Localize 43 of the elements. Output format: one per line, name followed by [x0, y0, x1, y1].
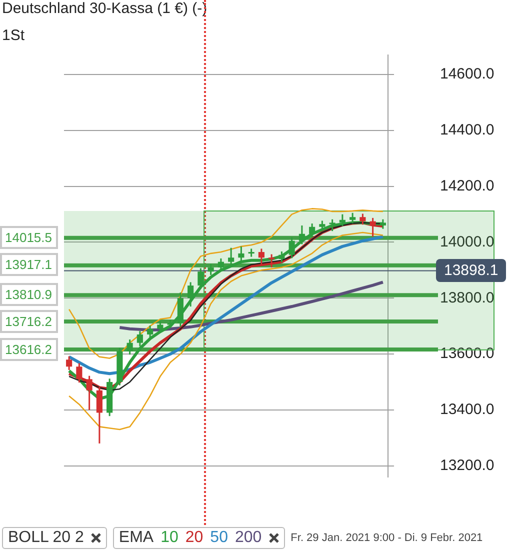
ref-line-label: 13716.2	[0, 310, 58, 333]
ref-line-label: 13616.2	[0, 338, 58, 360]
y-tick-label: 13200.0	[440, 456, 494, 474]
candlestick	[96, 386, 102, 444]
ref-line-label: 13898.1	[436, 258, 506, 282]
y-tick-label: 14400.0	[440, 122, 494, 139]
candlestick	[258, 248, 264, 266]
y-tick-label: 14600.0	[440, 66, 494, 83]
candlestick	[188, 281, 194, 308]
legend-title: EMA	[118, 529, 154, 547]
text: 200	[234, 529, 262, 547]
candlestick	[228, 247, 234, 266]
candlestick	[208, 263, 214, 276]
candlestick	[147, 324, 154, 339]
candlestick	[218, 258, 224, 272]
text: 20	[185, 529, 204, 547]
candlestick	[268, 254, 275, 268]
y-tick-label: 14200.0	[440, 177, 494, 194]
ref-line-label: 13810.9	[0, 283, 58, 306]
text: BOLL 20 2	[8, 529, 84, 547]
candlestick	[360, 212, 366, 226]
candlestick	[298, 224, 305, 245]
candlestick	[136, 330, 143, 347]
candlestick	[278, 250, 285, 264]
y-tick-label: 13800.0	[440, 289, 494, 306]
ref-line-label: 13917.1	[0, 253, 58, 276]
candlestick	[288, 236, 295, 259]
text: 50	[210, 529, 228, 547]
candlestick	[126, 338, 133, 356]
candlestick	[86, 375, 92, 411]
y-tick-label: 13600.0	[440, 345, 494, 362]
text: Fr. 29 Jan. 2021 9:00 - Di. 9 Febr. 2021	[290, 532, 483, 544]
candlestick	[66, 356, 72, 371]
ref-line-label: 14015.5	[0, 226, 58, 249]
candlestick	[370, 217, 376, 238]
chart-subtitle: 1St	[2, 27, 25, 44]
text: 10	[160, 529, 178, 547]
y-tick-label: 13400.0	[440, 401, 494, 418]
y-tick-label: 14000.0	[440, 233, 494, 250]
candlestick	[157, 320, 164, 333]
candlestick	[76, 362, 82, 384]
candlestick	[238, 246, 244, 262]
candlestick	[198, 267, 204, 290]
